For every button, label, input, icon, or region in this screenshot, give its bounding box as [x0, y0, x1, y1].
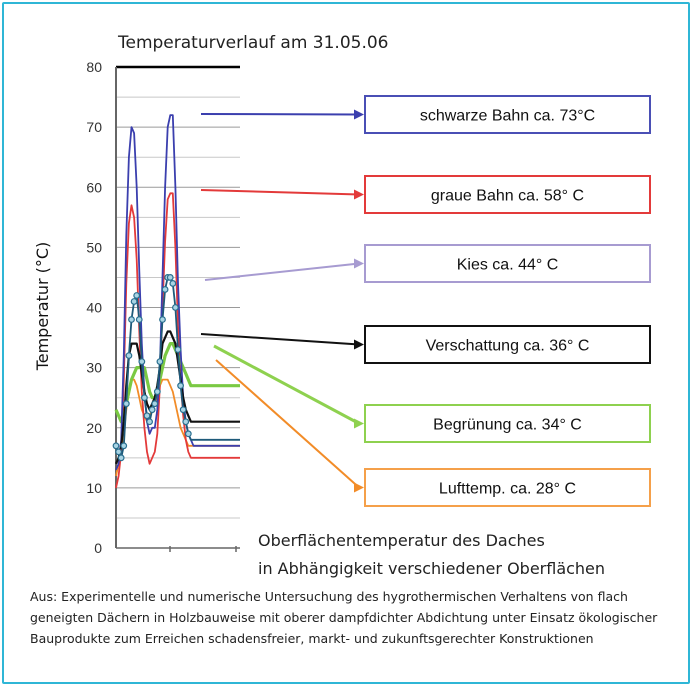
y-tick-label: 20 [86, 420, 102, 436]
series-point [166, 274, 174, 281]
y-tick-label: 50 [86, 239, 102, 255]
figure-frame [2, 2, 690, 684]
legend-box-label: Kies ca. 44° C [457, 257, 559, 274]
series-point [138, 358, 146, 366]
series-point [179, 406, 187, 414]
series-point [156, 358, 164, 366]
connector-arrowhead [354, 339, 364, 350]
legend-box [364, 175, 651, 214]
series-point [177, 382, 184, 390]
connector-line [200, 333, 360, 346]
connector-line [204, 262, 360, 281]
connector-arrowhead [354, 109, 364, 120]
series-point [125, 352, 133, 360]
series-point [153, 388, 161, 396]
legend-box [364, 325, 651, 364]
series-point [146, 418, 153, 426]
legend-box-label: Lufttemp. ca. 28° C [439, 481, 576, 498]
legend-box-label: schwarze Bahn ca. 73°C [420, 108, 595, 125]
series-point [182, 418, 190, 426]
series-point [184, 430, 192, 438]
series-point [143, 412, 151, 420]
connector-line [200, 189, 360, 196]
connector-arrowhead [354, 189, 364, 200]
y-axis-label: Temperatur (°C) [33, 242, 52, 372]
series-point [159, 316, 166, 323]
series-line [115, 114, 240, 471]
series-point [122, 400, 130, 408]
legend-box [364, 244, 651, 283]
legend-box-label: Begrünung ca. 34° C [433, 417, 582, 434]
y-tick-label: 10 [86, 480, 102, 496]
source-citation: Aus: Experimentelle und numerische Unter… [30, 589, 658, 646]
legend-box-label: Verschattung ca. 36° C [426, 338, 590, 355]
series-point [120, 442, 128, 450]
series-point [112, 442, 120, 450]
connector-arrowhead [354, 418, 364, 429]
y-tick-label: 0 [94, 540, 102, 556]
legend-box [364, 468, 651, 507]
series-lines [112, 114, 240, 489]
connector-line [200, 113, 360, 116]
series-point [172, 304, 179, 311]
series-point [148, 406, 156, 414]
y-tick-label: 80 [86, 59, 102, 75]
annotation-line-2: in Abhängigkeit verschiedener Oberfläche… [258, 559, 605, 578]
connector-line [215, 359, 360, 489]
series-point [133, 292, 141, 299]
legend-boxes: schwarze Bahn ca. 73°C graue Bahn ca. 58°… [364, 95, 651, 507]
temperature-chart: Temperaturverlauf am 31.05.06 0 10 20 30 40 5… [33, 33, 651, 578]
annotation-line-1: Oberflächentemperatur des Daches [258, 531, 545, 550]
y-tick-label: 60 [86, 179, 102, 195]
chart-title: Temperaturverlauf am 31.05.06 [117, 33, 389, 53]
series-point [151, 400, 159, 408]
series-point [115, 448, 122, 456]
series-point [169, 280, 177, 287]
y-tick-label: 70 [86, 119, 102, 135]
series-line [115, 192, 240, 489]
legend-box-label: graue Bahn ca. 58° C [431, 188, 584, 205]
series-point [141, 394, 148, 402]
legend-connectors [200, 109, 364, 493]
series-point [161, 286, 169, 293]
connector-line [213, 344, 360, 425]
series-point [174, 346, 182, 353]
y-tick-label: 30 [86, 360, 102, 376]
y-tick-label: 40 [86, 300, 102, 316]
series-point [130, 298, 138, 305]
connector-arrowhead [354, 258, 364, 269]
y-tick-labels: 0 10 20 30 40 50 60 70 80 [86, 59, 102, 556]
connector-arrowhead [354, 482, 364, 493]
series-point [117, 454, 125, 462]
legend-box [364, 404, 651, 443]
series-point [128, 316, 135, 323]
legend-box [364, 95, 651, 134]
series-point [135, 316, 143, 323]
